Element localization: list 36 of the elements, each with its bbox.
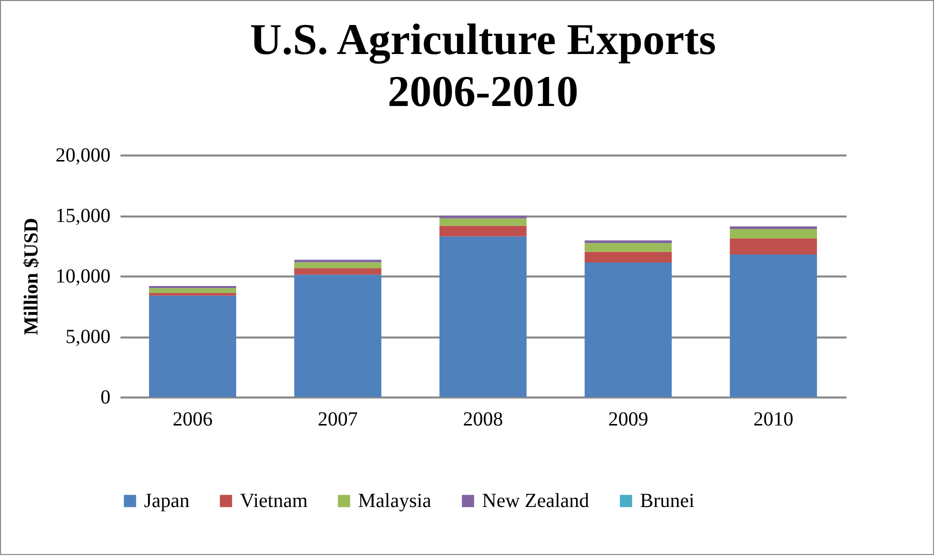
- bar: [439, 226, 527, 236]
- legend-label: Brunei: [640, 490, 695, 512]
- bar: [584, 243, 672, 252]
- bar: [294, 268, 382, 275]
- x-tick-label: 2008: [463, 408, 503, 430]
- legend-label: Malaysia: [358, 490, 432, 512]
- bar: [149, 296, 236, 397]
- legend-label: Japan: [144, 490, 190, 512]
- bar: [439, 216, 527, 218]
- text: 2006-2010: [388, 67, 578, 116]
- y-tick-label: 15,000: [56, 205, 110, 227]
- bar: [584, 262, 672, 397]
- bar: [149, 288, 236, 294]
- bar: [730, 238, 817, 254]
- bar: [294, 274, 382, 397]
- bar: [730, 226, 817, 230]
- y-axis-title: Million $USD: [20, 218, 42, 336]
- bar: [730, 229, 817, 238]
- x-tick-label: 2009: [608, 408, 648, 430]
- x-tick-label: 2010: [753, 408, 794, 430]
- text: U.S. Agriculture Exports: [250, 15, 716, 64]
- bar: [584, 252, 672, 262]
- y-tick-label: 5,000: [66, 326, 110, 348]
- bar: [730, 254, 817, 397]
- x-tick-label: 2007: [318, 408, 358, 430]
- bar: [149, 293, 236, 296]
- bar: [584, 240, 672, 244]
- bar: [439, 218, 527, 226]
- bar: [294, 262, 382, 268]
- legend-label: New Zealand: [482, 490, 590, 512]
- legend-label: Vietnam: [240, 490, 308, 512]
- y-tick-label: 20,000: [56, 144, 110, 166]
- y-tick-label: 10,000: [56, 266, 110, 288]
- bar: [439, 236, 527, 397]
- y-tick-label: 0: [100, 386, 110, 408]
- x-tick-label: 2006: [172, 408, 213, 430]
